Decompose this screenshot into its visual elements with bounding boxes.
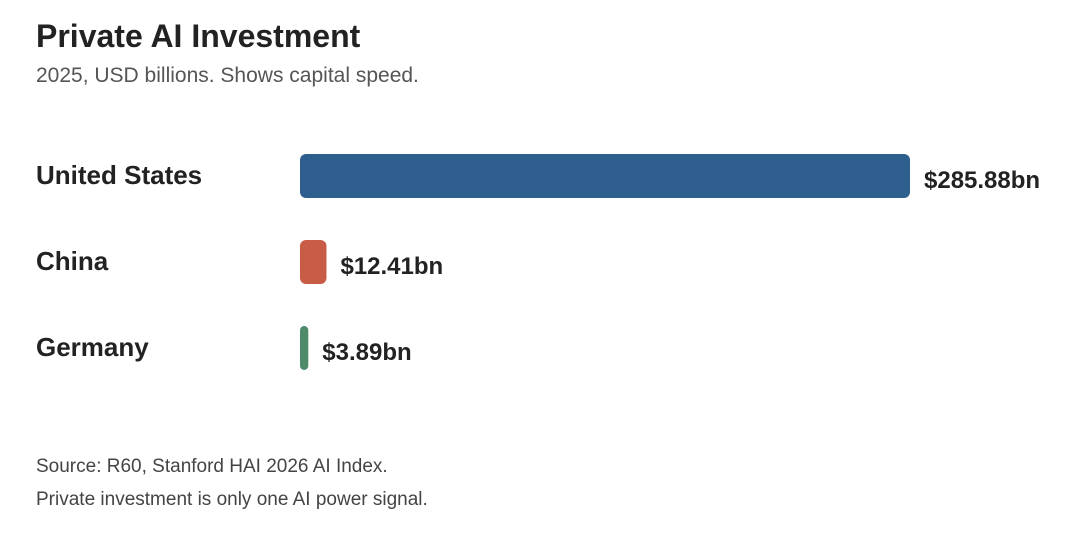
bar-united-states [300,154,910,198]
value-label-china: $12.41bn [340,253,443,280]
footnote: Private investment is only one AI power … [36,489,428,510]
category-label-united-states: United States [36,160,202,190]
source-note: Source: R60, Stanford HAI 2026 AI Index. [36,456,388,477]
bar-china [300,240,327,284]
category-label-china: China [36,246,109,276]
value-label-germany: $3.89bn [322,339,411,366]
category-label-germany: Germany [36,332,149,362]
bar-germany [300,326,309,370]
chart-subtitle: 2025, USD billions. Shows capital speed. [36,64,419,87]
value-label-united-states: $285.88bn [924,167,1040,194]
chart-title: Private AI Investment [36,18,361,54]
